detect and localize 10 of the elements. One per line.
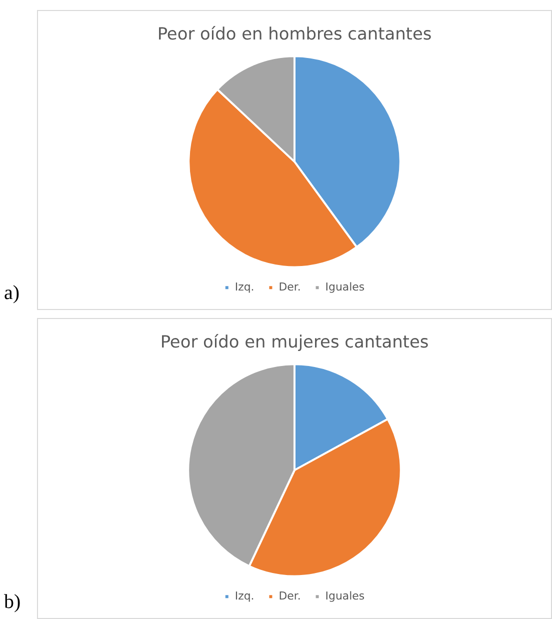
chart-title: Peor oído en mujeres cantantes <box>160 331 429 352</box>
legend-label: Izq. <box>234 589 254 602</box>
legend-label: Iguales <box>325 589 365 602</box>
legend-label: Der. <box>278 589 301 602</box>
legend-label: Iguales <box>325 280 365 294</box>
legend-label: Der. <box>278 280 301 294</box>
chart-title: Peor oído en hombres cantantes <box>157 23 432 44</box>
text: b) <box>4 591 21 614</box>
text: a) <box>4 282 20 305</box>
legend-label: Izq. <box>234 280 254 294</box>
